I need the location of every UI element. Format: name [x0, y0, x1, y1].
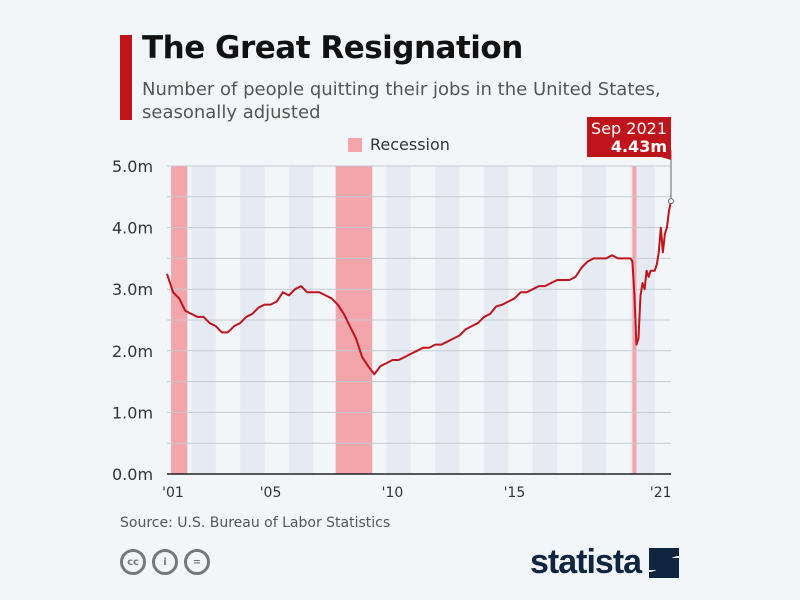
- y-tick-label: 1.0m: [112, 403, 153, 422]
- y-tick-label: 5.0m: [112, 157, 153, 176]
- cc-icon[interactable]: cc: [120, 549, 146, 575]
- x-tick-label: '10: [382, 485, 404, 501]
- y-tick-label: 0.0m: [112, 465, 153, 484]
- statista-logo-icon: [649, 547, 680, 578]
- y-tick-label: 3.0m: [112, 280, 153, 299]
- no-derivatives-icon[interactable]: =: [184, 549, 210, 575]
- y-tick-label: 4.0m: [112, 219, 153, 238]
- annotation-date: Sep 2021: [591, 119, 667, 138]
- annotation-box: [587, 117, 671, 160]
- x-tick-label: '01: [162, 485, 184, 501]
- title-accent-bar: [120, 35, 132, 120]
- legend-label-recession: Recession: [370, 135, 450, 154]
- x-tick-label: '21: [650, 485, 672, 501]
- statista-logo[interactable]: statista: [530, 543, 680, 582]
- annotation-value: 4.43m: [611, 137, 667, 156]
- x-tick-label: '05: [260, 485, 282, 501]
- legend-swatch-recession: [348, 137, 362, 152]
- annotation-marker: [668, 198, 674, 205]
- series-line: [166, 200, 672, 376]
- legend: Recession: [348, 135, 450, 154]
- logo-wordmark: statista: [530, 543, 642, 581]
- attribution-icon[interactable]: i: [152, 549, 178, 575]
- chart-subtitle: Number of people quitting their jobs in …: [142, 79, 661, 123]
- y-tick-label: 2.0m: [112, 342, 153, 361]
- license-icons: cc i =: [120, 549, 210, 575]
- chart-title: The Great Resignation: [142, 30, 523, 66]
- source-note: Source: U.S. Bureau of Labor Statistics: [120, 515, 391, 531]
- x-tick-label: '15: [504, 485, 526, 501]
